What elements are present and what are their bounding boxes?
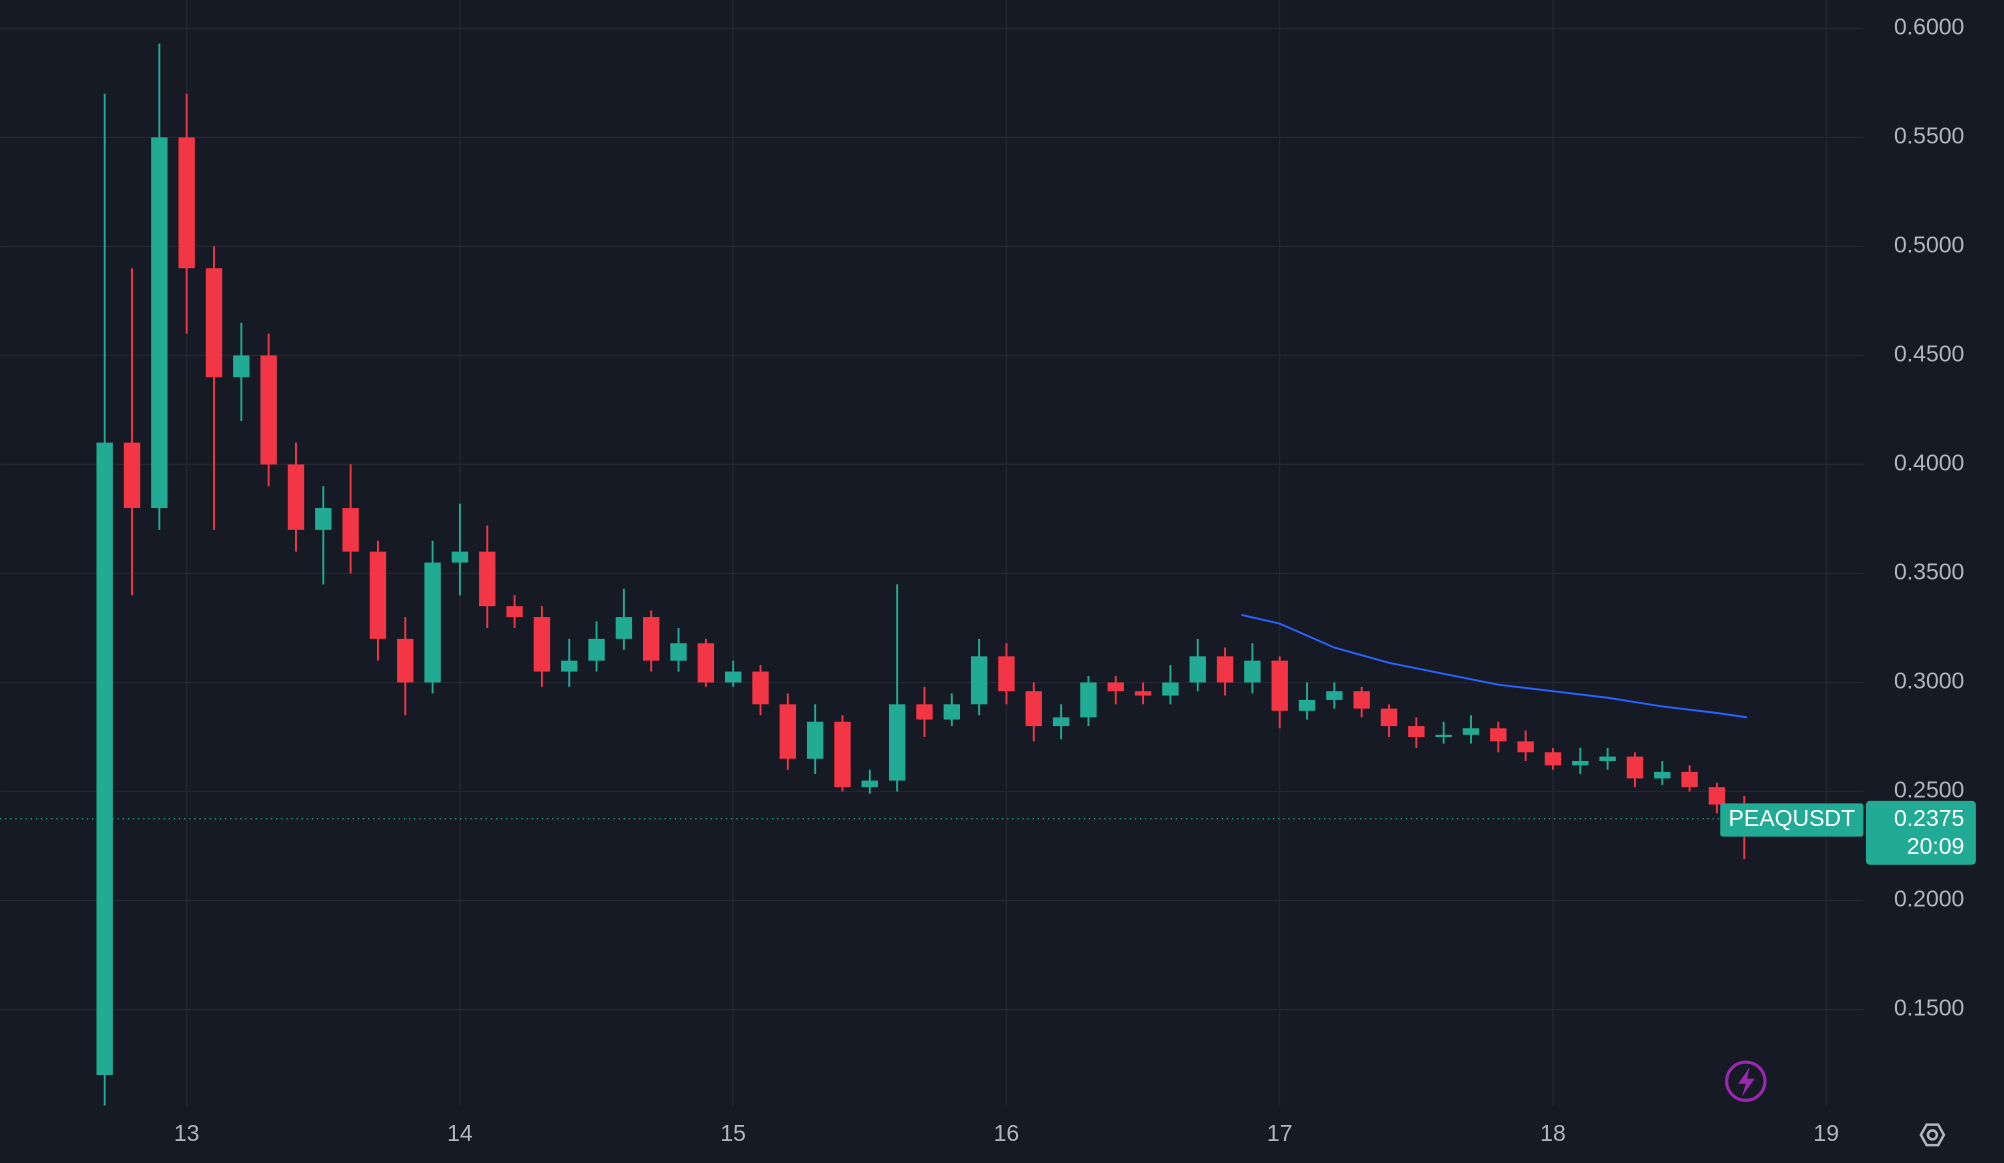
symbol-label: PEAQUSDT bbox=[1729, 805, 1856, 831]
candle-body bbox=[342, 508, 359, 552]
candle-body bbox=[970, 656, 988, 705]
candle-body bbox=[1599, 756, 1616, 761]
candle-body bbox=[1544, 752, 1562, 766]
candle-body bbox=[96, 442, 113, 1075]
candle-body bbox=[479, 551, 496, 607]
y-tick-label: 0.6000 bbox=[1894, 13, 1964, 39]
candle-body bbox=[260, 355, 277, 465]
candle-body bbox=[943, 704, 960, 720]
candle-body bbox=[233, 355, 250, 378]
symbol-tag bbox=[1720, 803, 1864, 837]
y-tick-label: 0.1500 bbox=[1894, 995, 1964, 1021]
candle-body bbox=[1244, 660, 1261, 683]
candle-body bbox=[1298, 699, 1316, 711]
candle-body bbox=[1435, 734, 1452, 737]
y-tick-label: 0.5500 bbox=[1894, 122, 1964, 148]
y-tick-label: 0.5000 bbox=[1894, 231, 1964, 257]
y-tick-label: 0.3500 bbox=[1894, 559, 1964, 585]
candle-body bbox=[506, 606, 523, 618]
settings-icon[interactable] bbox=[1919, 1123, 1946, 1147]
candle-body bbox=[1380, 708, 1398, 727]
labels: 0.1500 0.2000 0.2500 0.3000 0.3500 0.4000 0.45… bbox=[174, 13, 1976, 1146]
plot bbox=[0, 43, 1864, 1106]
candle-body bbox=[1572, 760, 1589, 766]
moving-average-line bbox=[1241, 613, 1748, 719]
candle-body bbox=[1052, 717, 1070, 727]
candle-body bbox=[916, 704, 933, 720]
candle-body bbox=[1216, 656, 1234, 683]
x-tick-label: 19 bbox=[1813, 1120, 1839, 1146]
candle-body bbox=[1025, 691, 1042, 727]
countdown-label: 20:09 bbox=[1907, 833, 1965, 859]
x-tick-label: 16 bbox=[994, 1120, 1020, 1146]
candle-body bbox=[834, 721, 851, 788]
candle-body bbox=[615, 617, 633, 639]
y-tick-label: 0.4000 bbox=[1894, 450, 1964, 476]
candle-body bbox=[1490, 728, 1507, 742]
x-tick-label: 18 bbox=[1540, 1120, 1566, 1146]
candle-body bbox=[1708, 787, 1726, 805]
candle-body bbox=[123, 442, 141, 509]
candle-body bbox=[998, 656, 1015, 692]
candle-body bbox=[1517, 741, 1534, 753]
candle-body bbox=[1353, 691, 1370, 709]
candle-body bbox=[806, 721, 824, 759]
candle-body bbox=[533, 617, 551, 672]
candle-body bbox=[643, 617, 660, 661]
x-tick-label: 14 bbox=[447, 1120, 473, 1146]
candle-body bbox=[424, 562, 441, 683]
x-tick-label: 15 bbox=[720, 1120, 746, 1146]
candle-body bbox=[1134, 691, 1152, 696]
candle-body bbox=[1271, 660, 1288, 711]
candle-body bbox=[861, 780, 879, 788]
y-tick-label: 0.2500 bbox=[1894, 777, 1964, 803]
candle-body bbox=[724, 671, 742, 683]
candle-body bbox=[1189, 656, 1206, 683]
candle-body bbox=[1681, 771, 1698, 788]
alert-icon[interactable] bbox=[1725, 1060, 1767, 1102]
candle-body bbox=[287, 464, 305, 530]
candle-body bbox=[1654, 771, 1671, 779]
candle-body bbox=[315, 508, 332, 530]
price-tag bbox=[1865, 800, 1976, 865]
candle-body bbox=[888, 704, 906, 781]
candle-body bbox=[1408, 726, 1425, 737]
candle-body bbox=[151, 137, 168, 509]
candle-body bbox=[397, 638, 414, 683]
candle-body bbox=[588, 638, 605, 661]
candle-body bbox=[752, 671, 769, 705]
candle-body bbox=[451, 551, 469, 563]
candle-body bbox=[1080, 682, 1097, 718]
candle-body bbox=[779, 704, 797, 759]
candle-body bbox=[670, 643, 687, 661]
candle-body bbox=[205, 268, 223, 378]
x-tick-label: 13 bbox=[174, 1120, 200, 1146]
y-tick-label: 0.2000 bbox=[1894, 886, 1964, 912]
y-tick-label: 0.3000 bbox=[1894, 668, 1964, 694]
candle-body bbox=[1626, 756, 1644, 779]
y-tick-label: 0.4500 bbox=[1894, 340, 1964, 366]
last-price-label: 0.2375 bbox=[1894, 805, 1964, 831]
candle-body bbox=[178, 137, 195, 269]
candle-body bbox=[697, 643, 715, 683]
candle-body bbox=[1107, 682, 1124, 692]
x-tick-label: 17 bbox=[1267, 1120, 1293, 1146]
candle-body bbox=[1462, 728, 1480, 735]
candle-body bbox=[561, 660, 578, 672]
candle-body bbox=[369, 551, 387, 639]
candle-body bbox=[1326, 691, 1343, 700]
candle-body bbox=[1162, 682, 1179, 696]
